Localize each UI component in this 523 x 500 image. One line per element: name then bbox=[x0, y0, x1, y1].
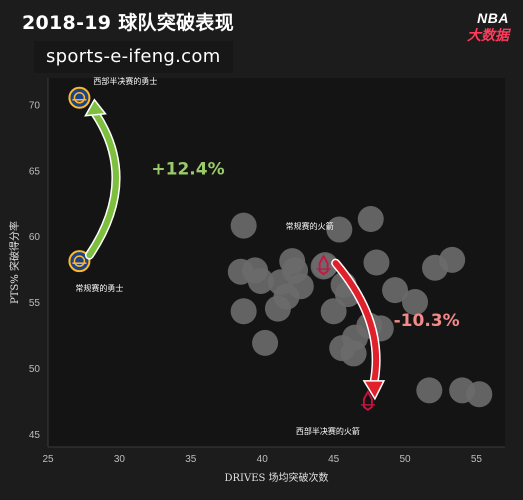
y-tick-label: 50 bbox=[29, 364, 41, 375]
y-tick-label: 70 bbox=[29, 100, 41, 111]
team-bubble bbox=[326, 216, 353, 243]
warriors-change-label: +12.4% bbox=[151, 159, 224, 179]
team-bubble bbox=[416, 377, 443, 404]
watermark-banner: sports-e-ifeng.com bbox=[34, 41, 233, 73]
warriors-logo-bridge bbox=[73, 92, 86, 104]
rockets-arrow-shaft bbox=[332, 260, 380, 386]
x-tick-label: 25 bbox=[42, 454, 54, 465]
warriors-logo-bridge bbox=[73, 255, 86, 267]
team-bubble bbox=[342, 324, 369, 351]
warriors-logo-semifinal bbox=[68, 86, 91, 109]
team-bubble bbox=[310, 253, 337, 280]
rockets-logo-semifinal bbox=[360, 390, 375, 411]
team-bubble bbox=[357, 206, 384, 233]
team-bubble bbox=[287, 273, 314, 300]
team-bubble bbox=[279, 248, 306, 275]
team-bubble bbox=[227, 258, 254, 285]
team-bubble bbox=[402, 289, 429, 316]
warriors-logo-ring bbox=[68, 86, 91, 109]
y-tick-label: 55 bbox=[29, 298, 41, 309]
y-tick-label: 65 bbox=[29, 166, 41, 177]
warriors-label-top: 西部半决赛的勇士 bbox=[93, 76, 157, 86]
x-tick-label: 50 bbox=[399, 454, 411, 465]
team-bubble bbox=[382, 277, 409, 304]
team-bubble bbox=[320, 298, 347, 325]
rockets-label-top: 常规赛的火箭 bbox=[286, 221, 334, 231]
rockets-change-label: -10.3% bbox=[394, 311, 460, 331]
y-tick-label: 60 bbox=[29, 232, 41, 243]
team-bubble bbox=[449, 377, 476, 404]
warriors-logo-regular bbox=[68, 250, 91, 273]
warriors-logo-ring bbox=[68, 250, 91, 273]
nba-bigdata-logo: NBA 大数据 bbox=[451, 10, 509, 46]
team-bubble bbox=[230, 212, 257, 239]
y-tick-label: 45 bbox=[29, 430, 41, 441]
rockets-arrow-head bbox=[362, 380, 386, 401]
plot-layer: 25 30 35 40 45 50 55 45 50 55 60 65 70 DRIVES 场均突破次数 P… bbox=[8, 76, 505, 484]
rockets-logo-body bbox=[362, 390, 373, 411]
x-tick-label: 55 bbox=[471, 454, 483, 465]
team-bubble bbox=[230, 298, 257, 325]
warriors-arrow-head bbox=[84, 98, 107, 117]
team-bubble bbox=[422, 254, 449, 281]
team-bubble bbox=[363, 249, 390, 276]
warriors-label-bottom: 常规赛的勇士 bbox=[75, 283, 123, 293]
x-tick-label: 45 bbox=[328, 454, 340, 465]
x-tick-label: 40 bbox=[257, 454, 269, 465]
logo-text-top: NBA bbox=[477, 10, 509, 26]
rockets-label-bottom: 西部半决赛的火箭 bbox=[296, 426, 360, 436]
x-tick-label: 35 bbox=[185, 454, 197, 465]
logo-text-bottom: 大数据 bbox=[467, 28, 509, 44]
rockets-logo-body bbox=[318, 254, 329, 276]
chart-title: 2018-19 球队突破表现 bbox=[22, 12, 235, 34]
team-bubble bbox=[267, 269, 294, 296]
rockets-logo-regular bbox=[316, 254, 331, 276]
x-tick-label: 30 bbox=[114, 454, 126, 465]
x-axis-label: DRIVES 场均突破次数 bbox=[224, 471, 328, 484]
warriors-arrow-shaft bbox=[86, 110, 120, 259]
y-axis-label: PTS% 突破得分率 bbox=[8, 221, 21, 304]
team-bubble bbox=[252, 329, 279, 356]
